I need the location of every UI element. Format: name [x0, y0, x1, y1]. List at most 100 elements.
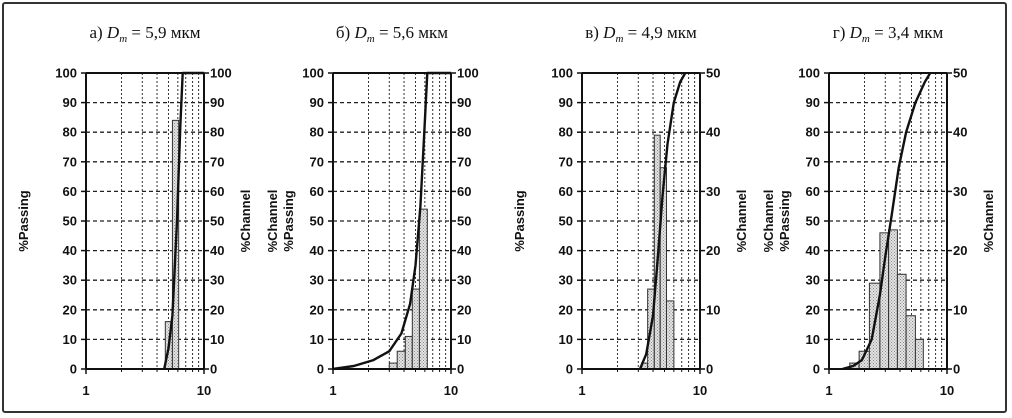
left-tick-label: 10	[806, 332, 820, 347]
right-tick-label: 10	[210, 332, 224, 347]
left-tick-label: 50	[63, 214, 77, 229]
title-dm-subscript: m	[862, 33, 870, 45]
left-tick-label: 90	[63, 95, 77, 110]
y-axis-label-right: %Channel	[734, 190, 749, 253]
left-tick-label: 0	[566, 362, 573, 377]
left-tick-label: 40	[806, 243, 820, 258]
right-tick-label: 10	[953, 302, 967, 317]
x-tick-label: 10	[940, 383, 954, 398]
left-tick-label: 80	[559, 125, 573, 140]
y-axis-label-left: %Passing	[512, 190, 527, 251]
title-panel-letter: г)	[833, 23, 850, 42]
right-tick-label: 0	[457, 362, 464, 377]
left-tick-label: 90	[559, 95, 573, 110]
right-tick-label: 60	[210, 184, 224, 199]
x-tick-label: 1	[578, 383, 585, 398]
right-tick-label: 40	[457, 243, 471, 258]
left-tick-label: 40	[310, 243, 324, 258]
right-tick-label: 80	[210, 125, 224, 140]
right-tick-label: 10	[706, 302, 720, 317]
left-tick-label: 70	[310, 154, 324, 169]
histogram-bar	[888, 229, 898, 370]
left-tick-label: 90	[310, 95, 324, 110]
left-tick-label: 0	[70, 362, 77, 377]
right-tick-label: 90	[210, 95, 224, 110]
right-tick-label: 10	[457, 332, 471, 347]
left-tick-label: 10	[63, 332, 77, 347]
title-dm-symbol: D	[849, 23, 863, 42]
title-dm-symbol: D	[353, 23, 367, 42]
x-tick-label: 10	[444, 383, 458, 398]
right-tick-label: 0	[210, 362, 217, 377]
right-tick-label: 20	[210, 302, 224, 317]
right-tick-label: 60	[457, 184, 471, 199]
cumulative-curve	[332, 71, 451, 371]
left-tick-label: 80	[310, 125, 324, 140]
right-tick-label: 70	[210, 154, 224, 169]
left-tick-label: 70	[806, 154, 820, 169]
title-panel-letter: б)	[336, 23, 355, 42]
right-tick-label: 50	[457, 214, 471, 229]
right-tick-label: 50	[953, 66, 967, 81]
title-dm-value: = 3,4 мкм	[870, 23, 944, 42]
histogram-bar	[418, 208, 428, 370]
chart-title: б) Dm = 5,6 мкм	[336, 23, 448, 45]
right-tick-label: 30	[953, 184, 967, 199]
left-tick-label: 30	[559, 273, 573, 288]
left-tick-label: 60	[559, 184, 573, 199]
title-dm-value: = 5,6 мкм	[375, 23, 449, 42]
right-tick-label: 0	[706, 362, 713, 377]
left-tick-label: 40	[63, 243, 77, 258]
left-tick-label: 50	[806, 214, 820, 229]
histogram-bar	[914, 338, 924, 370]
histogram-bar	[879, 232, 890, 370]
y-axis-label-right: %Channel	[238, 190, 253, 253]
left-tick-label: 20	[806, 302, 820, 317]
histogram-bar	[665, 300, 675, 370]
y-axis-label-left: %Channel	[265, 190, 280, 253]
chart-title: в) Dm = 4,9 мкм	[585, 23, 697, 45]
right-tick-label: 30	[457, 273, 471, 288]
left-tick-label: 30	[310, 273, 324, 288]
chart-title: а) Dm = 5,9 мкм	[89, 23, 200, 45]
left-tick-label: 80	[63, 125, 77, 140]
y-axis-label-right: %Channel	[981, 190, 996, 253]
chart-panel-4: г) Dm = 3,4 мкм 0 10 20 30 40 50 60 70 80 90 100 0 10…	[761, 23, 996, 398]
left-tick-label: 70	[63, 154, 77, 169]
title-dm-subscript: m	[367, 33, 375, 45]
right-tick-label: 30	[706, 184, 720, 199]
left-tick-label: 50	[310, 214, 324, 229]
right-tick-label: 0	[953, 362, 960, 377]
left-tick-label: 60	[310, 184, 324, 199]
cumulative-curve	[842, 72, 932, 371]
right-tick-label: 50	[210, 214, 224, 229]
histogram-bar	[396, 350, 406, 370]
right-tick-label: 100	[210, 66, 232, 81]
left-tick-label: 100	[798, 66, 820, 81]
right-tick-label: 20	[457, 302, 471, 317]
left-tick-label: 40	[559, 243, 573, 258]
right-tick-label: 40	[706, 125, 720, 140]
right-tick-label: 80	[457, 125, 471, 140]
left-tick-label: 20	[310, 302, 324, 317]
chart-panel-3: в) Dm = 4,9 мкм 0 10 20 30 40 50 60 70 80 90 100 0 10…	[512, 23, 749, 398]
title-dm-value: = 4,9 мкм	[623, 23, 697, 42]
y-axis-label-left: %Passing	[16, 190, 31, 251]
right-tick-label: 20	[706, 243, 720, 258]
left-tick-label: 0	[813, 362, 820, 377]
title-dm-symbol: D	[106, 23, 120, 42]
chart-panel-2: б) Dm = 5,6 мкм 0 10 20 30 40 50 60 70 80 90 100 0 10…	[265, 23, 479, 398]
chart-panel-1: а) Dm = 5,9 мкм 0 10 20 30 40 50 60 70 80 90 100 0 10…	[16, 23, 253, 398]
x-tick-label: 1	[825, 383, 832, 398]
title-panel-letter: в)	[585, 23, 603, 42]
right-tick-label: 100	[457, 66, 479, 81]
left-tick-label: 30	[806, 273, 820, 288]
right-tick-label: 40	[953, 125, 967, 140]
right-tick-label: 20	[953, 243, 967, 258]
left-tick-label: 10	[559, 332, 573, 347]
left-tick-label: 100	[302, 66, 324, 81]
right-tick-label: 30	[210, 273, 224, 288]
left-tick-label: 10	[310, 332, 324, 347]
x-tick-label: 1	[329, 383, 336, 398]
